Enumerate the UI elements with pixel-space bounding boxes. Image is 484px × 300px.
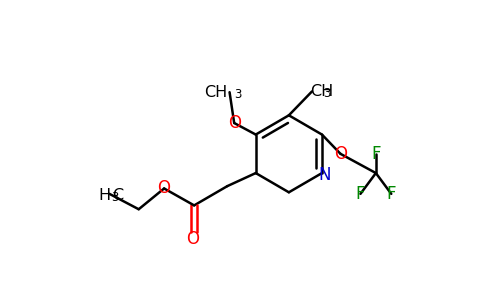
Text: C: C [112,188,123,203]
Text: O: O [186,230,199,248]
Text: O: O [227,114,241,132]
Text: O: O [334,145,347,163]
Text: 3: 3 [323,87,331,100]
Text: H: H [99,188,111,203]
Text: 3: 3 [111,191,119,204]
Text: F: F [371,145,380,163]
Text: F: F [387,185,396,203]
Text: 3: 3 [234,88,242,101]
Text: O: O [158,179,171,197]
Text: CH: CH [204,85,227,100]
Text: CH: CH [310,84,333,99]
Text: N: N [318,166,331,184]
Text: F: F [356,185,365,203]
